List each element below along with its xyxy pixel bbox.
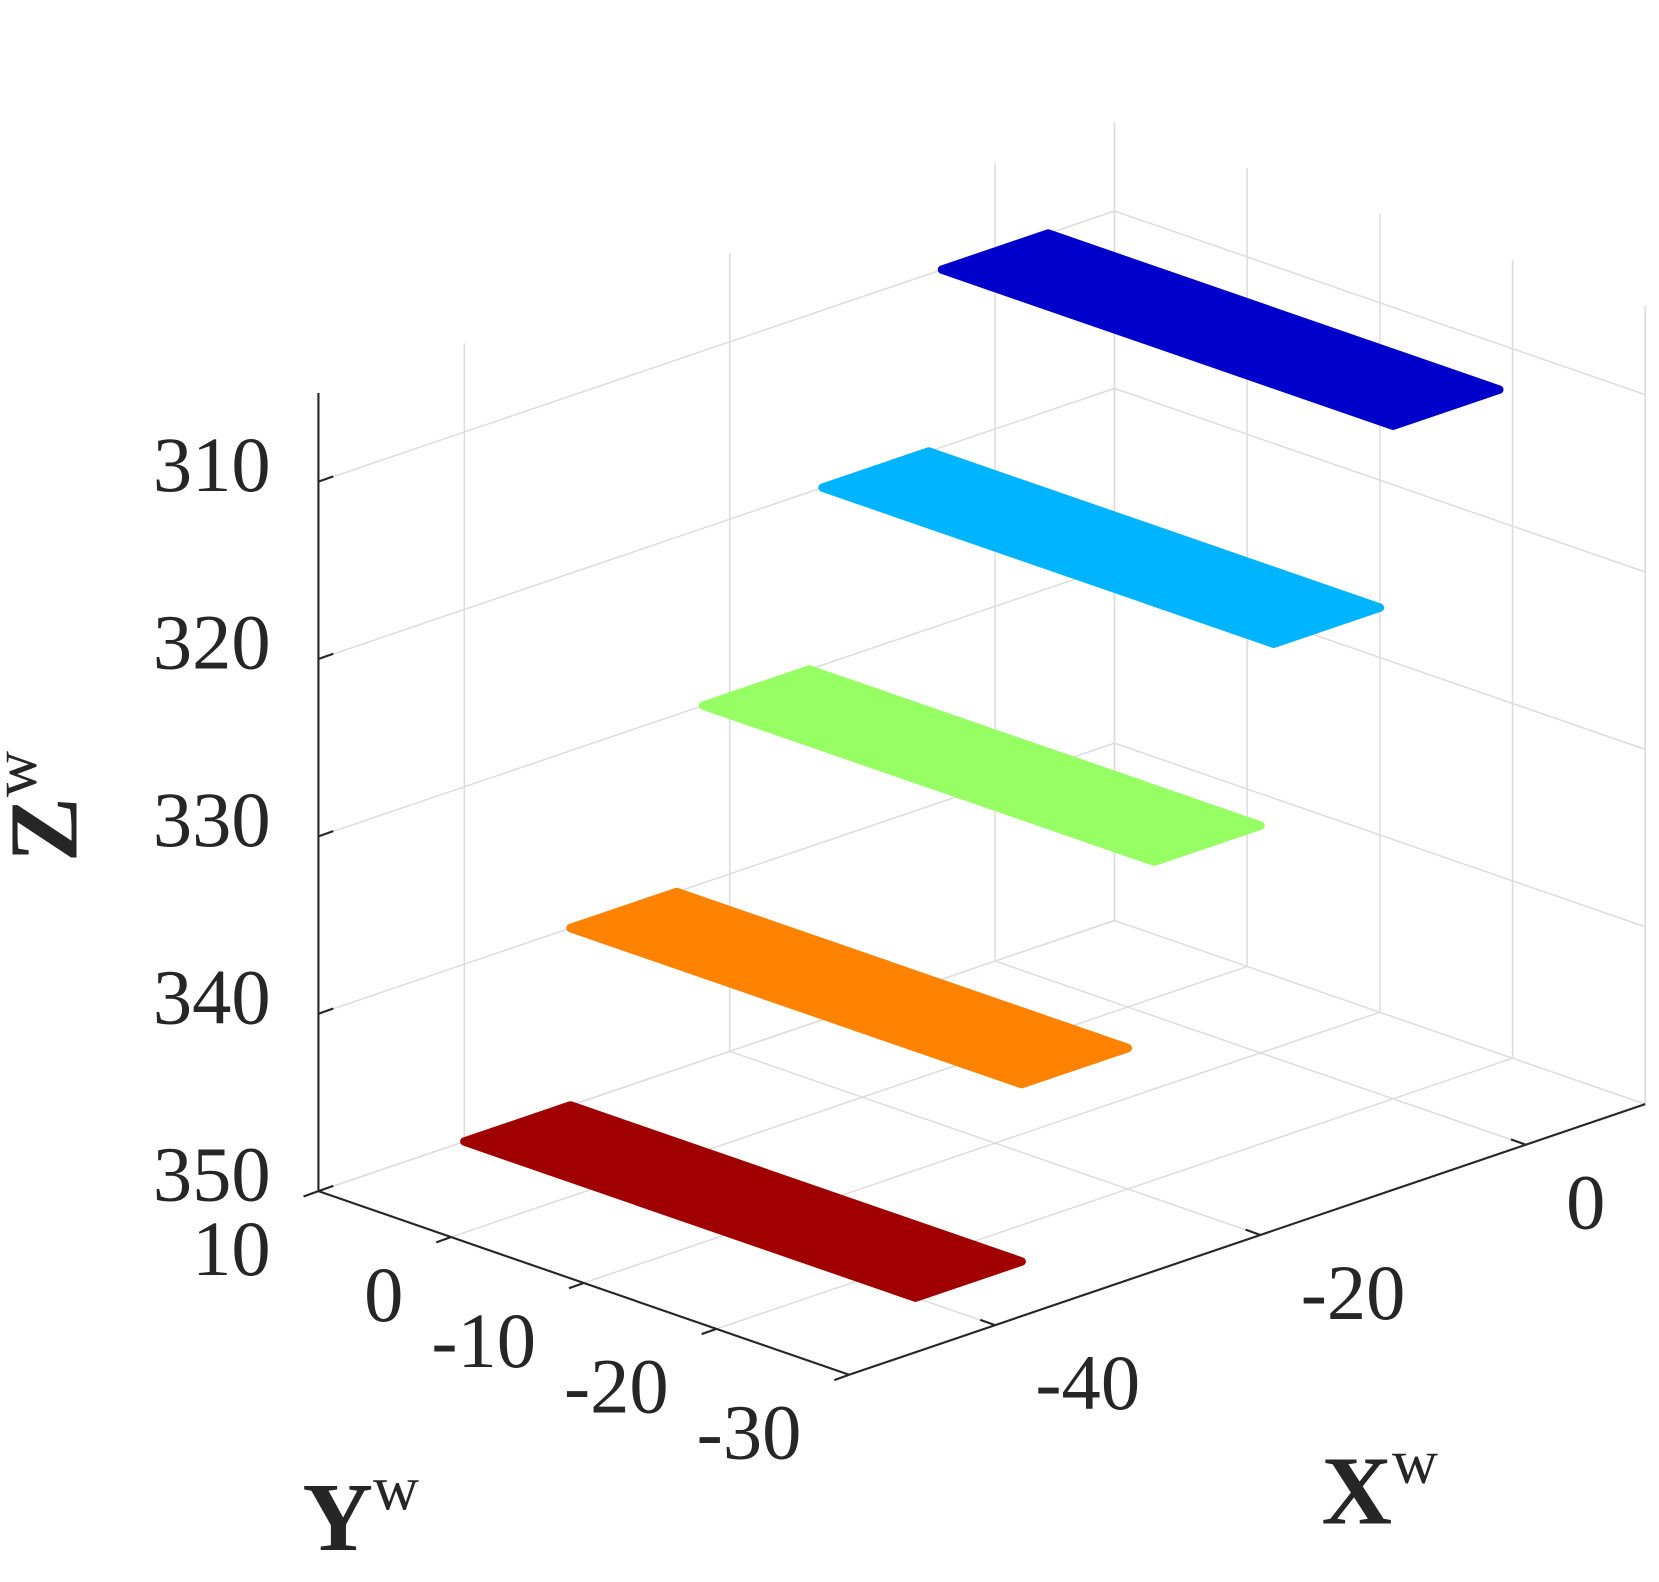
point-cloud	[937, 229, 1504, 430]
y-tick-label: 0	[364, 1251, 403, 1338]
y-label-main: Y	[303, 1464, 374, 1572]
marks	[460, 229, 1504, 1302]
z-tick-label: 310	[153, 421, 271, 508]
grid-line	[450, 965, 1248, 1238]
y-tick-label: 10	[192, 1205, 271, 1292]
grid-line	[1114, 919, 1646, 1105]
y-tick-label: -10	[431, 1297, 536, 1384]
grid-line	[1114, 210, 1646, 396]
grid-line	[1114, 742, 1646, 928]
y-tick-label: -30	[697, 1389, 802, 1476]
point-cloud	[566, 887, 1133, 1089]
x-tick	[1510, 1138, 1527, 1146]
point-cloud	[818, 447, 1385, 648]
y-tick	[833, 1373, 850, 1382]
z-tick-label: 340	[153, 953, 271, 1040]
z-label-main: Z	[0, 797, 98, 862]
grid-line	[583, 1011, 1381, 1284]
x-tick-label: -20	[1301, 1249, 1406, 1336]
x-label-sup: w	[1392, 1426, 1438, 1497]
y-tick	[568, 1281, 585, 1290]
x-tick-label: -40	[1035, 1339, 1140, 1426]
grid-line	[1114, 387, 1646, 573]
grid-line	[318, 387, 1115, 660]
z-tick	[318, 1184, 334, 1193]
point-cloud	[460, 1101, 1026, 1302]
x-tick-label: 0	[1566, 1159, 1605, 1246]
z-label-sup: w	[0, 751, 50, 797]
z-tick	[318, 830, 334, 838]
x-tick	[1245, 1228, 1261, 1236]
y-tick	[701, 1327, 717, 1336]
grid-line	[716, 1057, 1513, 1330]
x-axis-label: Xw	[1321, 1426, 1438, 1545]
z-tick-label: 330	[153, 776, 271, 863]
x-tick	[979, 1318, 996, 1327]
point-cloud	[698, 665, 1265, 866]
grid-line	[318, 919, 1115, 1192]
z-tick	[318, 652, 334, 661]
x-label-main: X	[1321, 1437, 1392, 1545]
y-label-sup: w	[373, 1453, 419, 1524]
z-tick-label: 320	[153, 599, 271, 686]
y-axis-label: Yw	[303, 1453, 420, 1572]
y-tick-label: -20	[564, 1343, 669, 1430]
z-tick-label: 350	[153, 1131, 271, 1218]
z-tick	[318, 475, 334, 483]
z-tick	[318, 1007, 334, 1015]
y-tick	[303, 1190, 319, 1198]
z-axis-label: Zw	[0, 751, 98, 862]
x-axis	[848, 1103, 1646, 1376]
y-tick	[435, 1236, 452, 1244]
